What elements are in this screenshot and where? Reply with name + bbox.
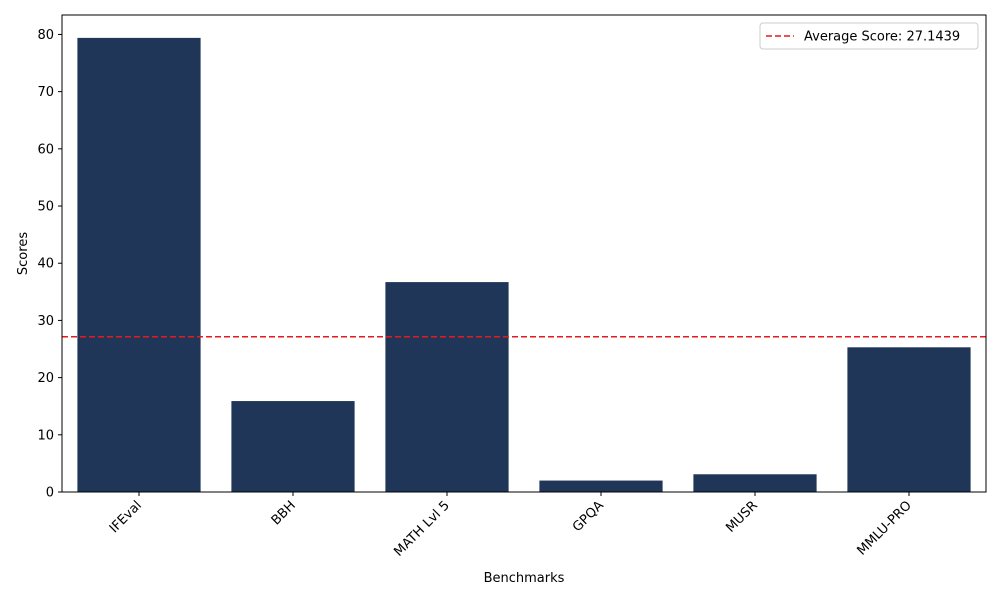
y-tick-label: 40 [37, 257, 54, 272]
legend: Average Score: 27.1439 [759, 22, 979, 50]
bar-math-lvl-5 [385, 282, 509, 492]
y-tick-label: 10 [37, 428, 54, 443]
plot-area-frame [61, 14, 987, 493]
x-axis-label: Benchmarks [484, 571, 565, 586]
bar-gpqa [539, 480, 663, 492]
y-tick-label: 50 [37, 200, 54, 215]
y-tick-label: 0 [46, 486, 54, 501]
bar-bbh [231, 401, 355, 492]
y-tick-label: 70 [37, 85, 54, 100]
y-tick-label: 30 [37, 314, 54, 329]
bars-group [77, 37, 971, 493]
legend-label-average-score: Average Score: 27.1439 [804, 30, 960, 45]
bar-musr [693, 474, 817, 492]
bar-mmlu-pro [847, 347, 971, 492]
y-axis-ticks: 0 10 20 30 40 50 60 70 80 [37, 28, 62, 501]
legend-box [759, 22, 979, 50]
bar-ifeval [77, 37, 201, 493]
y-axis-label: Scores [16, 232, 31, 275]
y-tick-label: 80 [37, 28, 54, 43]
y-tick-label: 60 [37, 142, 54, 157]
y-tick-label: 20 [37, 371, 54, 386]
